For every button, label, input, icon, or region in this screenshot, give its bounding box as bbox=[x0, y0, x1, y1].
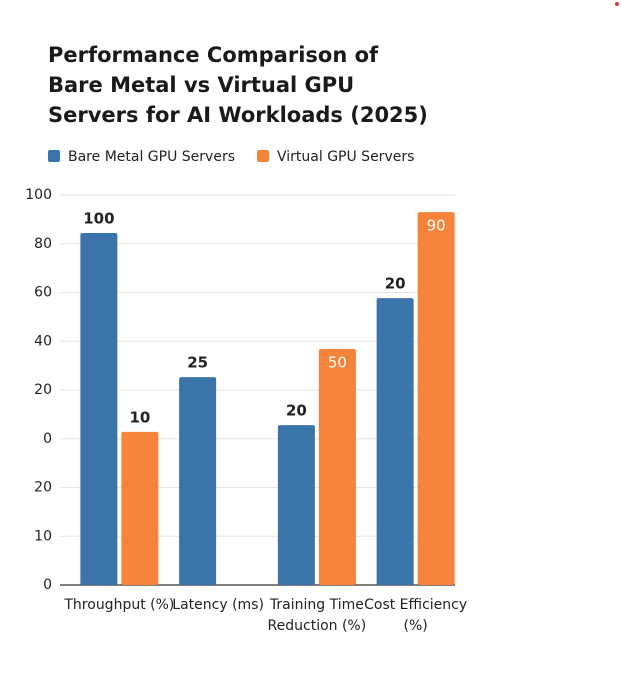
x-tick-label: Throughput (%) bbox=[64, 597, 175, 613]
y-tick-label: 60 bbox=[34, 285, 52, 301]
bar bbox=[80, 233, 118, 585]
data-label: 20 bbox=[385, 275, 406, 293]
y-tick-label: 20 bbox=[34, 480, 52, 496]
data-label: 10 bbox=[129, 408, 150, 426]
y-tick-label: 80 bbox=[34, 236, 52, 252]
bar bbox=[376, 298, 414, 585]
legend-swatch bbox=[257, 150, 269, 162]
x-tick-label: Latency (ms) bbox=[172, 597, 264, 613]
x-tick-label: Training Time Reduction (%) bbox=[267, 597, 367, 634]
y-tick-label: 40 bbox=[34, 333, 52, 349]
legend-swatch bbox=[48, 150, 60, 162]
bar bbox=[318, 349, 356, 585]
data-label: 100 bbox=[83, 210, 114, 228]
bar bbox=[121, 431, 159, 585]
data-label: 90 bbox=[427, 217, 446, 235]
data-label: 50 bbox=[328, 354, 347, 372]
y-tick-label: 10 bbox=[34, 528, 52, 544]
chart-title: Performance Comparison of Bare Metal vs … bbox=[48, 43, 428, 127]
legend-label: Virtual GPU Servers bbox=[277, 149, 414, 165]
y-tick-label: 20 bbox=[34, 382, 52, 398]
x-tick-label: Cost Efficiency (%) bbox=[364, 597, 468, 634]
y-tick-label: 100 bbox=[25, 187, 52, 203]
bar bbox=[417, 212, 455, 585]
y-tick-label: 0 bbox=[43, 431, 52, 447]
bar bbox=[179, 377, 217, 585]
y-tick-label: 0 bbox=[43, 577, 52, 593]
bar bbox=[277, 425, 315, 585]
decoration-dot bbox=[615, 2, 619, 6]
data-label: 25 bbox=[187, 354, 208, 372]
legend-label: Bare Metal GPU Servers bbox=[68, 149, 235, 165]
data-label: 20 bbox=[286, 402, 307, 420]
